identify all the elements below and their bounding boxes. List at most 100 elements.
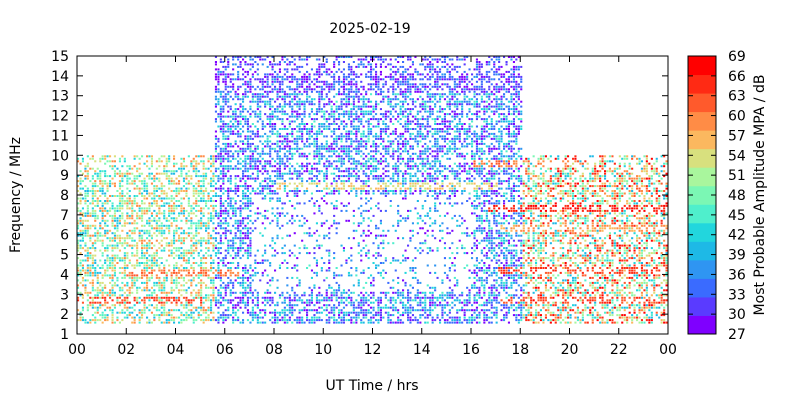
heatmap-cell [360,185,363,188]
heatmap-cell [148,177,151,180]
heatmap-cell [138,209,141,212]
heatmap-cell [178,180,181,183]
heatmap-cell [77,190,80,192]
heatmap-cell [298,309,301,312]
heatmap-cell [259,309,262,312]
heatmap-cell [350,142,353,145]
heatmap-cell [170,276,173,279]
heatmap-cell [180,301,183,304]
heatmap-cell [126,222,129,225]
heatmap-cell [219,113,222,116]
heatmap-cell [96,306,99,309]
heatmap-cell [160,185,163,188]
heatmap-cell [131,202,134,205]
heatmap-cell [222,157,225,160]
heatmap-cell [239,237,242,240]
heatmap-cell [310,192,313,195]
heatmap-cell [86,177,89,180]
heatmap-cell [113,306,116,309]
heatmap-cell [350,85,353,88]
heatmap-cell [219,252,222,255]
heatmap-cell [153,185,156,188]
heatmap-cell [320,85,323,88]
heatmap-cell [158,204,161,207]
heatmap-cell [340,113,343,116]
heatmap-cell [121,195,124,197]
heatmap-cell [212,172,215,175]
heatmap-cell [224,157,227,160]
heatmap-cell [318,155,321,158]
heatmap-cell [180,232,183,235]
heatmap-cell [234,267,237,269]
heatmap-cell [276,90,279,93]
heatmap-cell [355,316,358,319]
heatmap-cell [234,177,237,180]
heatmap-cell [355,192,358,195]
heatmap-cell [123,247,126,250]
heatmap-cell [246,142,249,145]
heatmap-cell [269,118,272,121]
heatmap-cell [276,219,279,222]
heatmap-cell [116,229,119,232]
heatmap-cell [104,284,107,287]
heatmap-cell [136,249,139,252]
heatmap-cell [298,319,301,322]
heatmap-cell [347,296,350,299]
heatmap-cell [269,299,272,302]
heatmap-cell [338,88,341,91]
heatmap-cell [355,299,358,302]
heatmap-cell [308,100,311,103]
heatmap-cell [185,192,188,195]
heatmap-cell [187,262,190,264]
heatmap-cell [202,311,205,314]
heatmap-cell [207,227,210,230]
heatmap-cell [328,304,331,307]
heatmap-cell [126,299,129,302]
heatmap-cell [217,75,220,78]
heatmap-cell [352,222,355,225]
heatmap-cell [180,209,183,212]
heatmap-cell [180,304,183,307]
heatmap-cell [128,274,131,277]
heatmap-cell [128,271,131,274]
heatmap-cell [352,309,355,312]
heatmap-cell [281,75,284,78]
heatmap-cell [283,95,286,98]
heatmap-cell [350,90,353,93]
heatmap-cell [229,180,232,183]
heatmap-cell [146,252,149,255]
heatmap-cell [217,306,220,309]
heatmap-cell [99,234,102,237]
heatmap-cell [185,222,188,225]
heatmap-cell [288,140,291,143]
heatmap-cell [342,125,345,128]
heatmap-cell [200,269,203,272]
heatmap-cell [210,262,213,264]
heatmap-cell [239,147,242,150]
heatmap-cell [266,162,269,165]
heatmap-cell [217,195,220,197]
heatmap-cell [143,252,146,255]
heatmap-cell [158,232,161,235]
heatmap-cell [306,155,309,158]
heatmap-cell [360,105,363,108]
heatmap-cell [244,63,247,66]
heatmap-cell [224,284,227,287]
heatmap-cell [288,219,291,222]
heatmap-cell [296,125,299,128]
heatmap-cell [266,177,269,180]
heatmap-cell [298,83,301,86]
heatmap-cell [360,254,363,257]
heatmap-cell [111,276,114,279]
heatmap-cell [244,155,247,158]
heatmap-cell [256,98,259,101]
heatmap-cell [175,219,178,222]
heatmap-cell [340,309,343,312]
heatmap-cell [303,190,306,192]
heatmap-cell [99,281,102,284]
heatmap-cell [266,274,269,277]
heatmap-cell [320,267,323,269]
heatmap-cell [288,319,291,322]
heatmap-cell [296,130,299,133]
heatmap-cell [266,185,269,188]
